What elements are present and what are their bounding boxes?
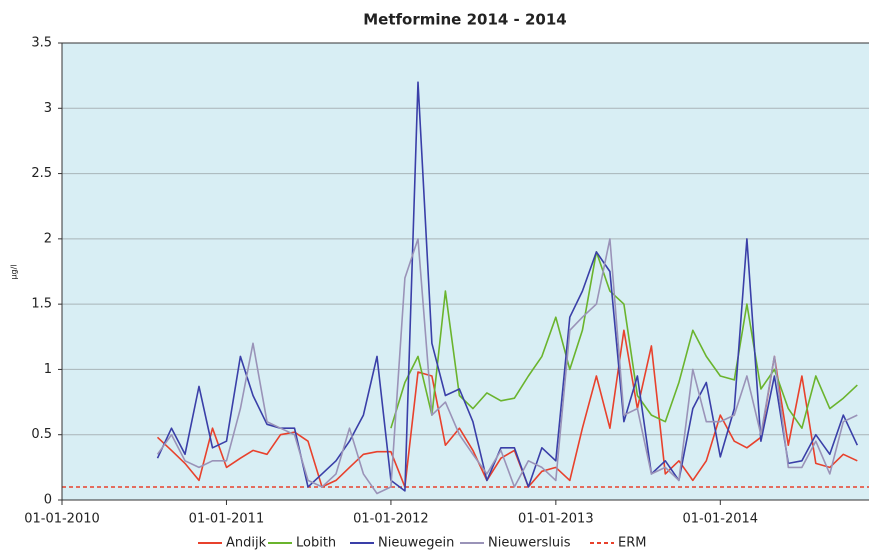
- legend-label: Nieuwegein: [378, 536, 454, 551]
- series-line: [156, 329, 858, 488]
- series-line: [156, 81, 859, 492]
- y-axis-label: µg/l: [10, 264, 19, 279]
- series-line: [390, 251, 858, 429]
- y-tick-label: 2: [44, 231, 52, 246]
- x-tick-label: 01-01-2011: [189, 512, 265, 527]
- y-tick-label: 1.5: [31, 297, 52, 312]
- x-tick-label: 01-01-2010: [24, 512, 100, 527]
- legend-label: Nieuwersluis: [488, 536, 571, 551]
- y-tick-label: 2.5: [31, 166, 52, 181]
- y-tick-label: 0.5: [31, 427, 52, 442]
- y-tick-label: 3: [44, 101, 52, 116]
- chart-title: Metformine 2014 - 2014: [363, 11, 567, 29]
- y-tick-label: 1: [44, 362, 52, 377]
- legend-label: ERM: [618, 536, 646, 551]
- x-tick-label: 01-01-2012: [353, 512, 429, 527]
- series-line: [156, 238, 858, 495]
- x-tick-label: 01-01-2014: [683, 512, 759, 527]
- legend-label: Lobith: [296, 536, 336, 551]
- plot-area: [62, 43, 869, 500]
- y-tick-label: 3.5: [31, 36, 52, 51]
- y-tick-label: 0: [44, 493, 52, 508]
- x-tick-label: 01-01-2013: [518, 512, 594, 527]
- legend-label: Andijk: [226, 536, 267, 551]
